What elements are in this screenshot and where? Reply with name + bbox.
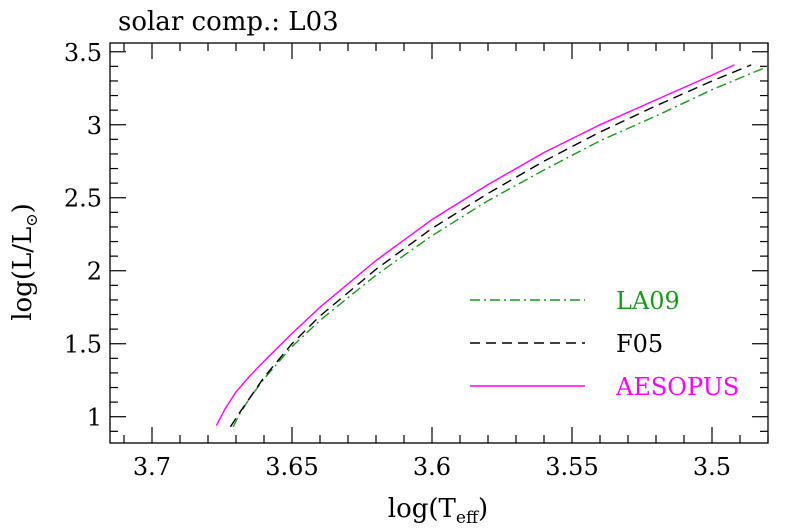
plot-frame [109, 42, 769, 444]
x-tick-label: 3.65 [265, 453, 318, 481]
legend-label-f05: F05 [616, 330, 663, 358]
y-tick-label: 3.5 [64, 39, 102, 67]
y-tick-label: 3 [87, 112, 102, 140]
series-layer [215, 64, 769, 428]
x-tick-label: 3.6 [413, 453, 451, 481]
y-axis-label-sub: ⊙ [22, 213, 41, 226]
x-tick-labels: 3.7 3.65 3.6 3.55 3.5 [133, 453, 731, 481]
y-axis-label: log(L/L⊙) [8, 203, 41, 321]
y-tick-label: 1 [87, 404, 102, 432]
x-tick-label: 3.55 [545, 453, 598, 481]
y-axis-label-suffix: ) [8, 203, 38, 213]
chart-title: solar comp.: L03 [118, 7, 339, 37]
x-tick-label: 3.5 [693, 453, 731, 481]
y-tick-label: 2.5 [64, 185, 102, 213]
legend-label-aesopus: AESOPUS [615, 373, 739, 401]
axis-ticks [110, 43, 769, 443]
series-line-f05 [229, 64, 752, 428]
x-axis-label: log(Teff) [388, 494, 488, 528]
series-line-la09 [232, 65, 769, 428]
y-axis-label-prefix: log(L/L [8, 227, 38, 321]
x-tick-label: 3.7 [133, 453, 171, 481]
x-axis-label-suffix: ) [478, 494, 488, 524]
legend-label-la09: LA09 [616, 287, 680, 315]
series-line-aesopus [215, 64, 735, 426]
y-tick-label: 1.5 [64, 331, 102, 359]
x-axis-label-sub: eff [456, 508, 480, 528]
y-tick-labels: 1 1.5 2 2.5 3 3.5 [64, 39, 102, 432]
x-axis-label-prefix: log(T [388, 494, 457, 524]
y-tick-label: 2 [87, 258, 102, 286]
plot-area [109, 42, 769, 444]
legend: LA09 F05 AESOPUS [470, 287, 739, 401]
